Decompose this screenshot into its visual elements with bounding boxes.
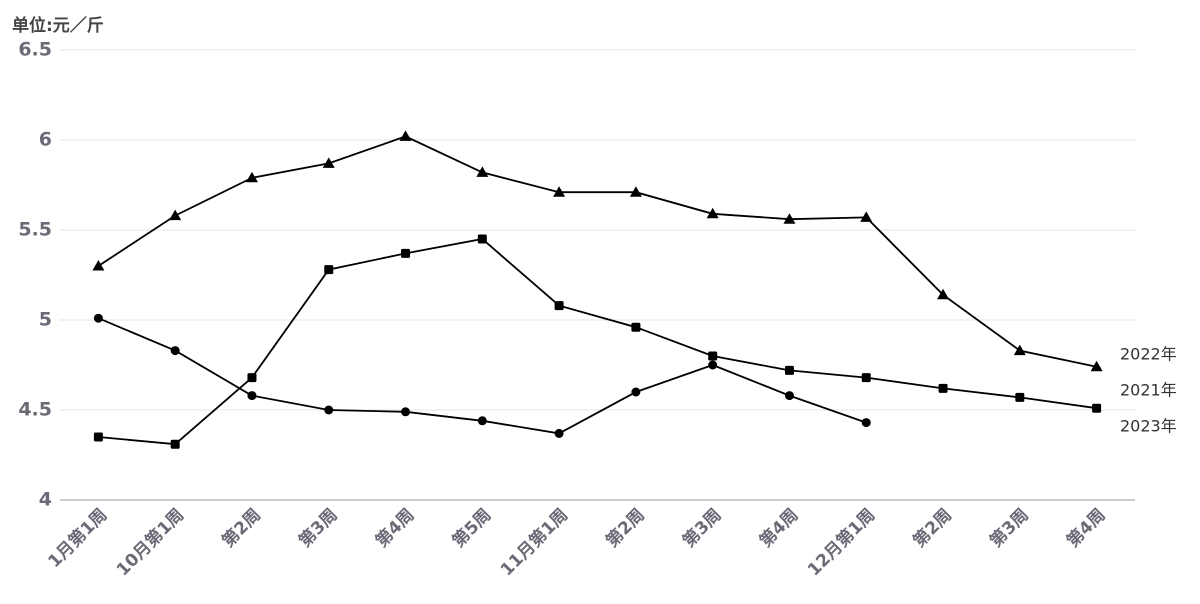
point-marker [247,373,257,383]
x-tick-label: 第3周 [678,504,725,551]
y-tick-label: 6 [39,129,52,151]
x-tick-label: 第4周 [371,504,418,551]
point-marker [783,213,796,224]
point-marker [476,166,489,177]
series-label: 2022年 [1120,345,1177,364]
point-marker [937,288,950,300]
y-tick-label: 5 [39,309,52,331]
series-line [98,317,867,435]
point-marker [708,360,718,370]
point-marker [938,383,948,393]
point-marker [554,301,564,311]
point-marker [92,260,105,271]
point-marker [1092,403,1102,413]
point-marker [861,373,871,383]
point-marker [401,248,411,258]
series-label: 2021年 [1120,381,1177,400]
point-marker [399,130,412,141]
point-marker [784,365,794,375]
point-marker [553,186,566,197]
point-marker [247,391,257,401]
point-marker [324,265,334,275]
point-marker [93,313,103,323]
point-marker [245,171,258,183]
point-marker [631,322,641,332]
point-marker [1013,344,1026,356]
x-tick-label: 11月第1周 [496,504,572,580]
point-marker [1090,360,1103,372]
x-tick-label: 第2周 [602,504,649,551]
point-marker [93,432,103,442]
point-marker [477,234,487,244]
point-marker [170,346,180,356]
series-line [98,238,1097,446]
point-marker [322,157,335,168]
x-tick-label: 10月第1周 [112,504,188,580]
point-marker [706,207,719,219]
x-tick-label: 第2周 [909,504,956,551]
point-marker [324,405,334,415]
y-tick-label: 4.5 [18,399,52,421]
x-tick-label: 第3周 [986,504,1033,551]
series-label: 2023年 [1120,417,1177,436]
point-marker [169,209,182,221]
x-tick-label: 1月第1周 [44,504,112,572]
y-tick-label: 5.5 [18,219,52,241]
point-marker [631,387,641,397]
point-marker [170,439,180,449]
point-marker [477,416,487,426]
point-marker [1015,392,1025,402]
y-tick-label: 4 [39,489,52,511]
y-tick-label: 6.5 [18,39,52,61]
point-marker [860,211,873,222]
x-tick-label: 第5周 [448,504,495,551]
point-marker [861,418,871,428]
x-tick-label: 12月第1周 [803,504,879,580]
x-tick-label: 第3周 [295,504,342,551]
x-tick-label: 第2周 [218,504,265,551]
point-marker [554,428,564,438]
series-line [97,135,1097,368]
unit-label: 单位:元／斤 [12,15,104,36]
point-marker [708,351,718,361]
x-tick-label: 第4周 [755,504,802,551]
x-tick-label: 第4周 [1062,504,1109,551]
point-marker [629,186,642,197]
point-marker [784,391,794,401]
point-marker [401,407,411,417]
